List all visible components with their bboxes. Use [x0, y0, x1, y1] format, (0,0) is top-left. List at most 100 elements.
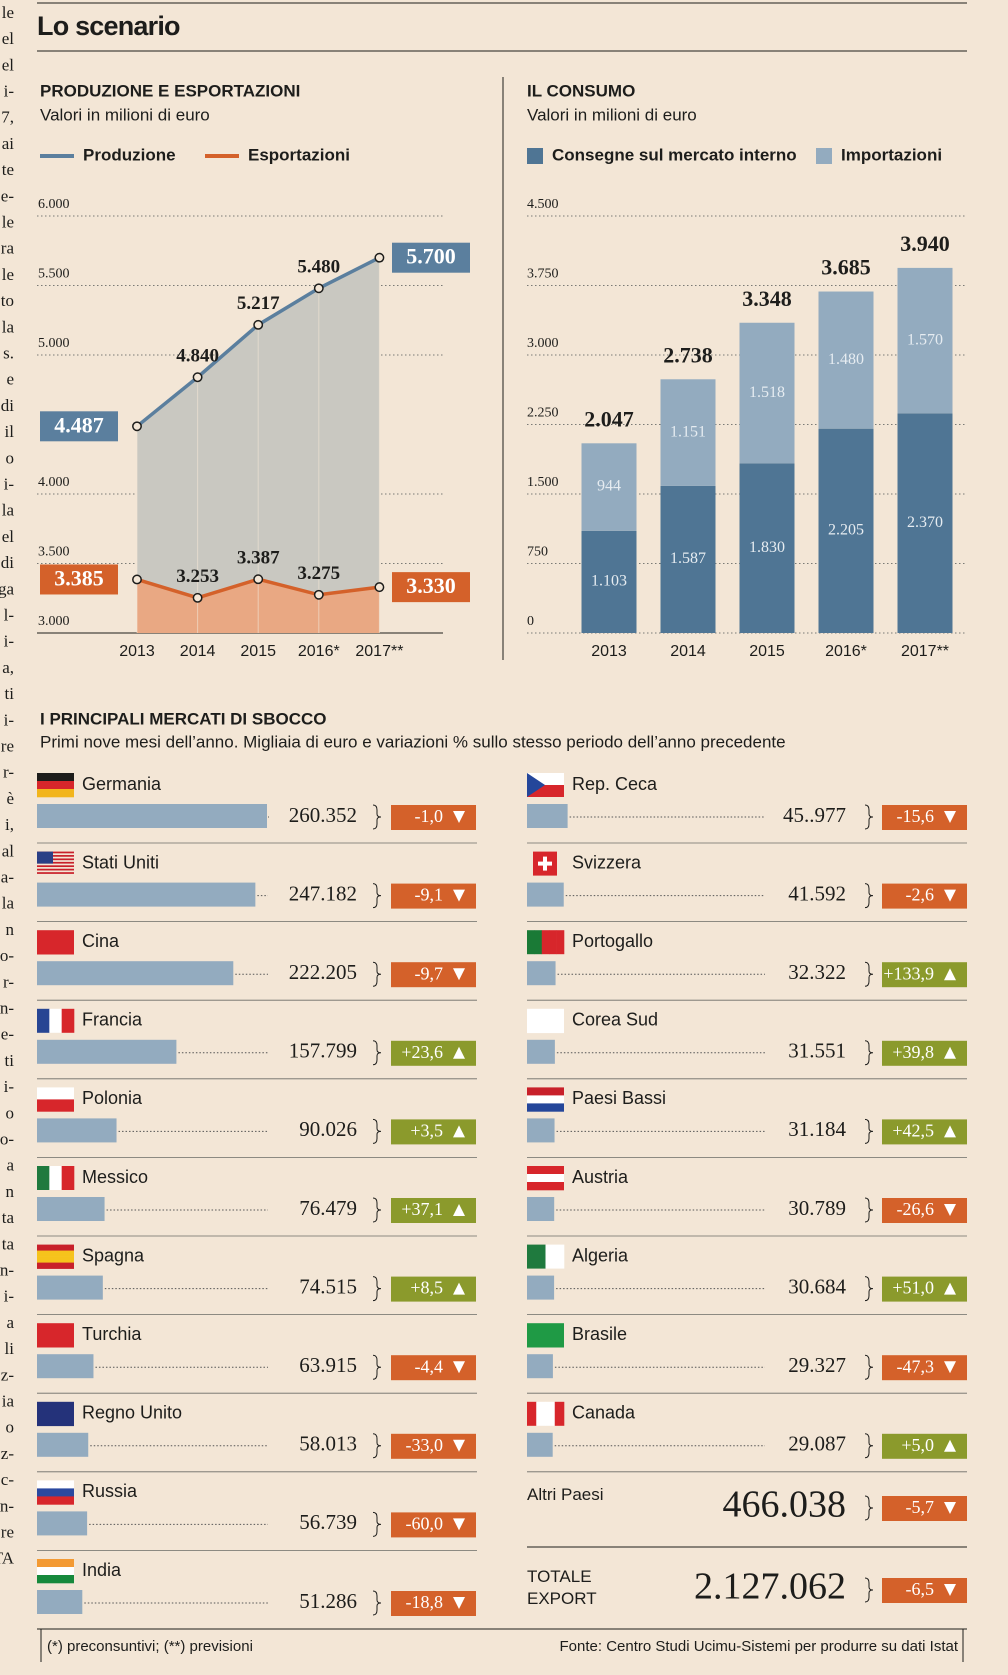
flag-part — [37, 1250, 74, 1257]
flag-part — [37, 1166, 50, 1190]
change-badge — [391, 962, 476, 988]
country-name: Messico — [82, 1167, 148, 1187]
value-label: 90.026 — [299, 1117, 357, 1141]
bar — [37, 1118, 117, 1143]
value-label: 31.551 — [788, 1039, 846, 1063]
change-arrow — [944, 1584, 956, 1596]
y-tick-label: 0 — [527, 614, 534, 629]
margin-fragment: i- — [4, 1287, 15, 1306]
change-arrow — [453, 1125, 465, 1138]
change-arrow — [944, 1046, 956, 1059]
flag-part — [538, 861, 552, 866]
value-label: 3.385 — [54, 566, 104, 591]
flag-part — [534, 930, 543, 955]
flag-part — [37, 1567, 74, 1576]
change-badge — [882, 1496, 967, 1521]
flag-part — [545, 1244, 565, 1269]
brace — [864, 1354, 874, 1380]
brace — [372, 961, 382, 987]
chart-title: IL CONSUMO — [527, 81, 635, 100]
value-label: 157.799 — [289, 1039, 357, 1063]
brace — [372, 1276, 382, 1302]
margin-fragment: n — [6, 1182, 15, 1201]
change-label: -4,4 — [415, 1356, 444, 1376]
bar — [527, 1432, 553, 1457]
margin-fragment: a, — [2, 658, 14, 677]
country-name: Francia — [82, 1010, 143, 1030]
flag-part — [556, 930, 565, 955]
margin-fragment: e- — [1, 186, 15, 205]
country-name: Spagna — [82, 1245, 145, 1265]
margin-fragment: a — [6, 1313, 14, 1332]
point — [253, 319, 264, 330]
bar — [527, 804, 568, 828]
flag-part — [37, 1244, 74, 1251]
margin-fragment: ti — [5, 1051, 15, 1070]
value-label: 944 — [597, 478, 621, 495]
brace — [372, 883, 382, 909]
value-label: 2.205 — [828, 522, 864, 539]
bar-segment — [660, 379, 716, 486]
value-label: 45..977 — [783, 803, 846, 827]
margin-fragment: z- — [1, 1444, 15, 1463]
bar — [527, 1197, 555, 1221]
flag-part — [37, 1401, 74, 1427]
value-label: 260.352 — [289, 803, 357, 827]
flag-part — [37, 868, 74, 871]
flag-part — [37, 1262, 74, 1269]
change-label: -5,7 — [906, 1497, 935, 1517]
x-tick-label: 2015 — [240, 643, 276, 660]
bar-segment — [739, 463, 795, 633]
value-label: 31.184 — [788, 1117, 846, 1141]
bar-segment — [897, 413, 953, 633]
x-tick-label: 2017** — [355, 643, 403, 660]
x-tick-label: 2017** — [901, 643, 949, 660]
bar-segment — [818, 428, 874, 633]
margin-fragment: i- — [4, 475, 15, 494]
legend-label: Esportazioni — [248, 145, 350, 164]
flag-part — [37, 930, 74, 955]
flag-part — [61, 1166, 75, 1190]
flag-part — [549, 930, 557, 955]
flag-part — [37, 865, 74, 868]
country-name: Corea Sud — [572, 1010, 658, 1030]
value-label: 5.700 — [406, 244, 456, 269]
total-label: TOTALE EXPORT — [527, 1567, 597, 1608]
flag-part — [527, 1323, 564, 1348]
bar — [527, 1118, 555, 1143]
margin-fragment: le — [2, 265, 14, 284]
x-tick-label: 2014 — [670, 643, 706, 660]
value-label: 2.370 — [907, 514, 943, 531]
bar-segment — [897, 267, 953, 414]
brace — [372, 1118, 382, 1144]
margin-fragment: ta — [2, 1234, 15, 1253]
flag-part — [545, 1401, 556, 1426]
country-name: Austria — [572, 1167, 629, 1187]
y-tick-label: 5.500 — [38, 267, 70, 282]
bar-segment — [581, 443, 637, 531]
margin-fragment: i- — [4, 632, 15, 651]
change-arrow — [453, 968, 465, 981]
others-value: 466.038 — [723, 1484, 847, 1526]
flag-part — [37, 781, 74, 790]
change-label: +8,5 — [410, 1278, 443, 1298]
margin-fragment: e- — [1, 1025, 15, 1044]
bar — [527, 1275, 555, 1300]
flag-part — [37, 1488, 74, 1497]
point — [132, 574, 142, 585]
country-name: Polonia — [82, 1088, 143, 1108]
margin-fragment: la — [2, 501, 15, 520]
value-box — [392, 572, 470, 603]
change-arrow — [453, 889, 465, 902]
margin-fragment: n — [6, 920, 15, 939]
change-arrow — [453, 1282, 465, 1295]
change-arrow — [944, 1361, 956, 1374]
change-arrow — [453, 1597, 465, 1609]
change-label: +37,1 — [401, 1199, 443, 1219]
y-tick-label: 4.000 — [38, 475, 70, 490]
chart-title: PRODUZIONE E ESPORTAZIONI — [40, 81, 300, 100]
country-name: Regno Unito — [82, 1403, 182, 1423]
margin-fragment: n- — [0, 1496, 14, 1515]
chart-subtitle: Valori in milioni di euro — [40, 105, 210, 124]
change-arrow — [453, 1361, 465, 1374]
